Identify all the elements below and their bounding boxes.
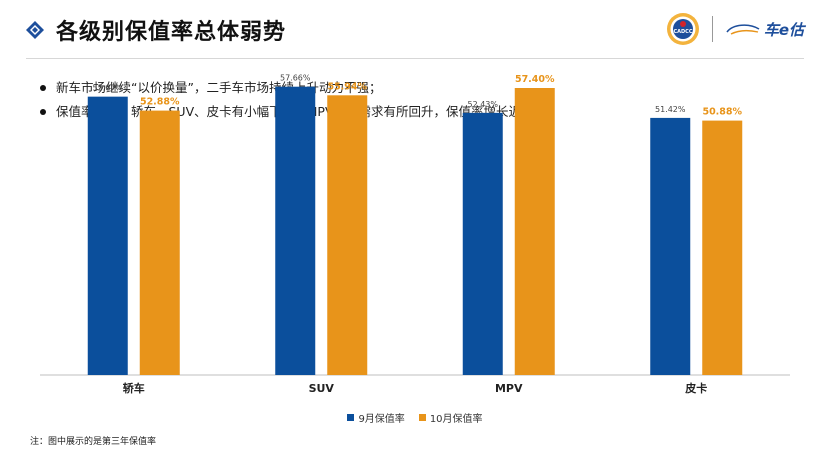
legend-label-sep: 9月保值率 — [358, 414, 405, 425]
x-tick-label-2: MPV — [495, 382, 523, 395]
chee-gu-logo-text: 车e估 — [763, 20, 804, 39]
logo-divider — [711, 16, 713, 42]
data-label-sep-2: 52.43% — [467, 100, 498, 109]
legend-label-oct: 10月保值率 — [429, 414, 483, 425]
x-tick-label-0: 轿车 — [123, 381, 145, 395]
bar-oct-0 — [139, 110, 180, 375]
title-bar: 各级别保值率总体弱势 — [26, 14, 286, 46]
data-label-oct-2: 57.40% — [515, 74, 555, 85]
bar-sep-2 — [462, 112, 503, 375]
bar-sep-3 — [650, 117, 691, 376]
data-label-sep-0: 55.67% — [92, 84, 123, 93]
bar-oct-1 — [327, 95, 368, 376]
diamond-icon — [26, 21, 44, 39]
data-label-oct-0: 52.88% — [140, 97, 180, 108]
data-label-sep-3: 51.42% — [655, 105, 686, 114]
page-title: 各级别保值率总体弱势 — [56, 20, 287, 45]
bar-oct-3 — [702, 120, 743, 375]
footnote: 注：图中展示的是第三年保值率 — [30, 437, 157, 447]
header-divider — [26, 58, 804, 59]
cadcc-logo: CADCC — [666, 13, 699, 45]
data-label-sep-1: 57.66% — [280, 74, 311, 83]
bar-oct-2 — [514, 88, 555, 375]
chart-legend: 9月保值率 10月保值率 — [0, 410, 830, 425]
chee-gu-logo: 车e估 — [725, 19, 804, 40]
bar-sep-1 — [275, 86, 316, 375]
x-tick-label-1: SUV — [309, 382, 335, 395]
legend-swatch-oct — [418, 414, 426, 421]
x-tick-label-3: 皮卡 — [684, 381, 707, 395]
data-label-oct-1: 55.94% — [327, 81, 367, 92]
car-swoosh-icon — [726, 24, 760, 35]
legend-swatch-sep — [347, 414, 355, 421]
data-label-oct-3: 50.88% — [702, 107, 742, 118]
bar-sep-0 — [87, 96, 128, 376]
legend-item-sep: 9月保值率 — [347, 410, 405, 425]
legend-item-oct: 10月保值率 — [418, 410, 483, 425]
logo-group: CADCC 车e估 — [666, 12, 804, 46]
cadcc-logo-text: CADCC — [673, 29, 692, 35]
